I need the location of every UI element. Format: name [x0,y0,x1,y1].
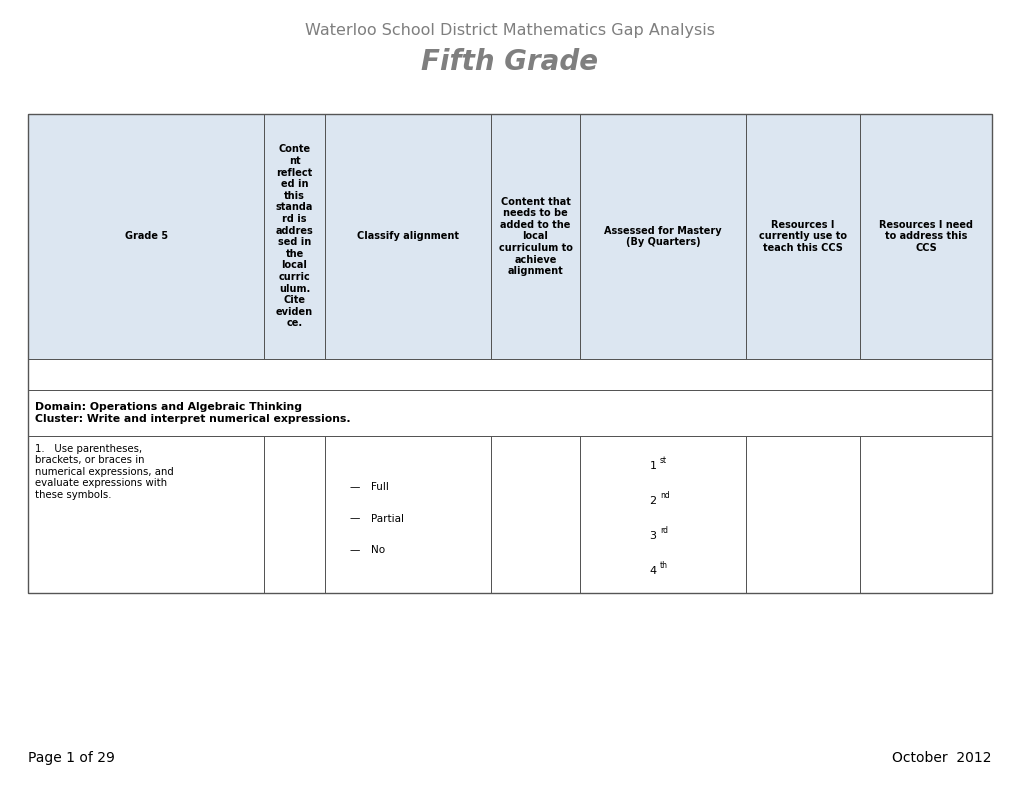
Bar [28,390,991,436]
Bar [28,114,991,593]
Text: st: st [659,455,666,464]
Bar [264,114,325,359]
Bar [859,114,991,359]
Text: Resources I
currently use to
teach this CCS: Resources I currently use to teach this … [758,220,846,253]
Text: Resources I need
to address this
CCS: Resources I need to address this CCS [878,220,972,253]
Bar [746,436,859,593]
Text: 3: 3 [649,530,656,541]
Text: Classify alignment: Classify alignment [357,232,459,241]
Text: Partial: Partial [371,514,404,523]
Text: nd: nd [659,491,669,500]
Bar [325,436,490,593]
Text: 4: 4 [649,566,656,575]
Bar [325,114,490,359]
Bar [325,436,490,593]
Bar [580,436,746,593]
Text: Grade 5: Grade 5 [124,232,167,241]
Bar [28,359,991,390]
Bar [28,390,991,436]
Text: rd: rd [659,526,667,534]
Bar [490,114,580,359]
Bar [746,436,859,593]
Bar [28,436,264,593]
Text: Domain: Operations and Algebraic Thinking: Domain: Operations and Algebraic Thinkin… [35,402,302,411]
Text: —: — [350,482,360,492]
Text: 1: 1 [649,460,656,470]
Text: th: th [659,560,667,570]
Text: Conte
nt
reflect
ed in
this
standa
rd is
addres
sed in
the
local
curric
ulum.
Ci: Conte nt reflect ed in this standa rd is… [275,144,313,329]
Bar [28,359,991,390]
Bar [325,114,490,359]
Text: No: No [371,545,385,555]
Bar [28,114,264,359]
Bar [28,436,264,593]
Text: —: — [350,514,360,523]
Bar [859,114,991,359]
Bar [28,114,264,359]
Text: —: — [350,545,360,555]
Text: 1.   Use parentheses,
brackets, or braces in
numerical expressions, and
evaluate: 1. Use parentheses, brackets, or braces … [35,444,173,500]
Bar [264,114,325,359]
Text: Fifth Grade: Fifth Grade [421,48,598,76]
Text: Cluster: Write and interpret numerical expressions.: Cluster: Write and interpret numerical e… [35,414,351,424]
Text: Content that
needs to be
added to the
local
curriculum to
achieve
alignment: Content that needs to be added to the lo… [498,196,572,277]
Bar [580,436,746,593]
Bar [264,436,325,593]
Text: October  2012: October 2012 [892,751,991,765]
Bar [264,436,325,593]
Text: 2: 2 [649,496,656,506]
Text: Full: Full [371,482,389,492]
Text: Assessed for Mastery
(By Quarters): Assessed for Mastery (By Quarters) [604,225,721,247]
Bar [746,114,859,359]
Bar [580,114,746,359]
Bar [859,436,991,593]
Bar [580,114,746,359]
Bar [490,436,580,593]
Bar [859,436,991,593]
Bar [490,114,580,359]
Text: Page 1 of 29: Page 1 of 29 [28,751,115,765]
Bar [490,436,580,593]
Text: Waterloo School District Mathematics Gap Analysis: Waterloo School District Mathematics Gap… [305,23,714,38]
Bar [746,114,859,359]
